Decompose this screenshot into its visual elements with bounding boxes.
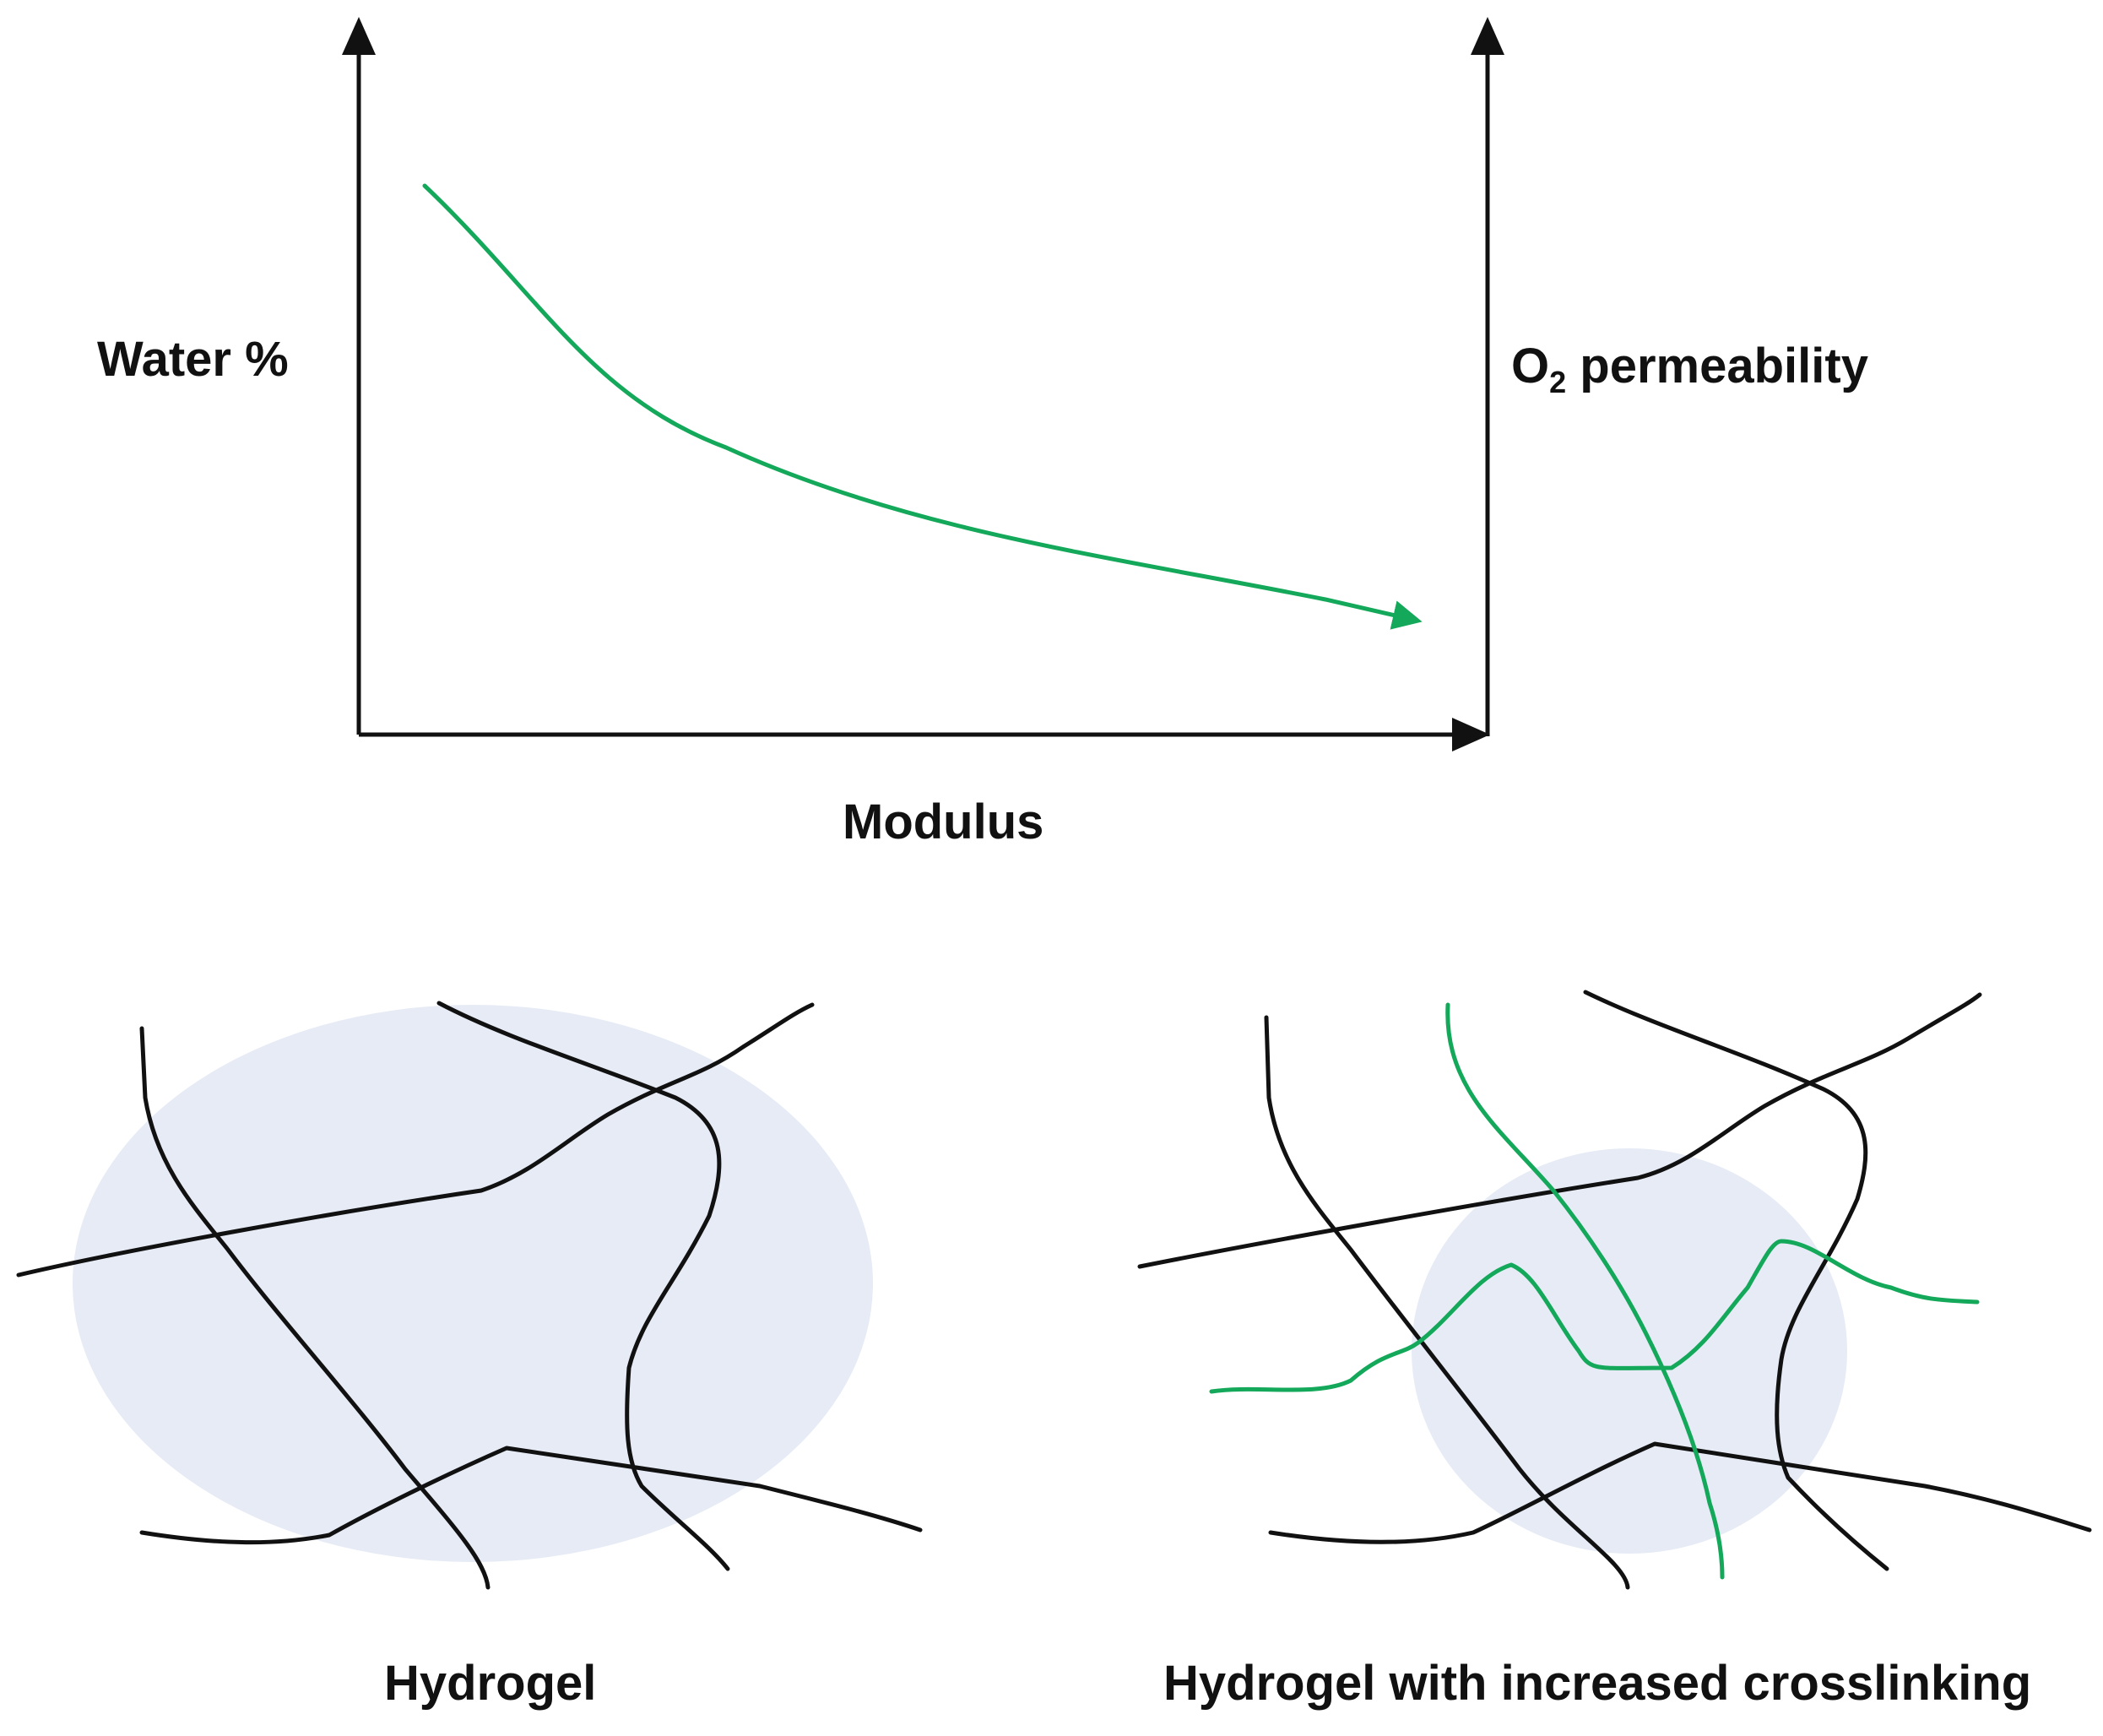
polymer-chain [1268,1441,2092,1544]
polymer-chain [16,1002,815,1278]
trend-curve [422,183,1423,630]
crosslinked-hydrogel-caption: Hydrogel with increased crosslinking [1163,1656,2032,1711]
polymer-chain [139,1446,923,1545]
hydrogel-caption: Hydrogel [384,1656,597,1711]
crosslink-chain [1445,1002,1725,1580]
x-axis-label: Modulus [843,795,1044,849]
crosslink-chain [1209,1239,1980,1394]
polymer-chain [1583,990,1889,1571]
top-plot [342,17,1504,751]
y-axis-right-label-rest: permeability [1566,339,1868,393]
polymer-chain [139,1026,491,1590]
water-region-blob [73,1005,873,1562]
polymer-chain [436,1001,730,1571]
y-axis-left-label: Water % [97,332,289,387]
polymer-chain [1264,1015,1630,1590]
y-axis-right-label-subscript: 2 [1549,365,1567,399]
polymer-chain [1137,992,1982,1269]
crosslinked-hydrogel-network [1137,990,2092,1590]
water-region-blob [1412,1148,1847,1554]
hydrogel-network [16,1001,923,1590]
y-axis-right-label: O2 permeability [1511,338,1868,400]
y-axis-right-label-main: O [1511,339,1550,393]
